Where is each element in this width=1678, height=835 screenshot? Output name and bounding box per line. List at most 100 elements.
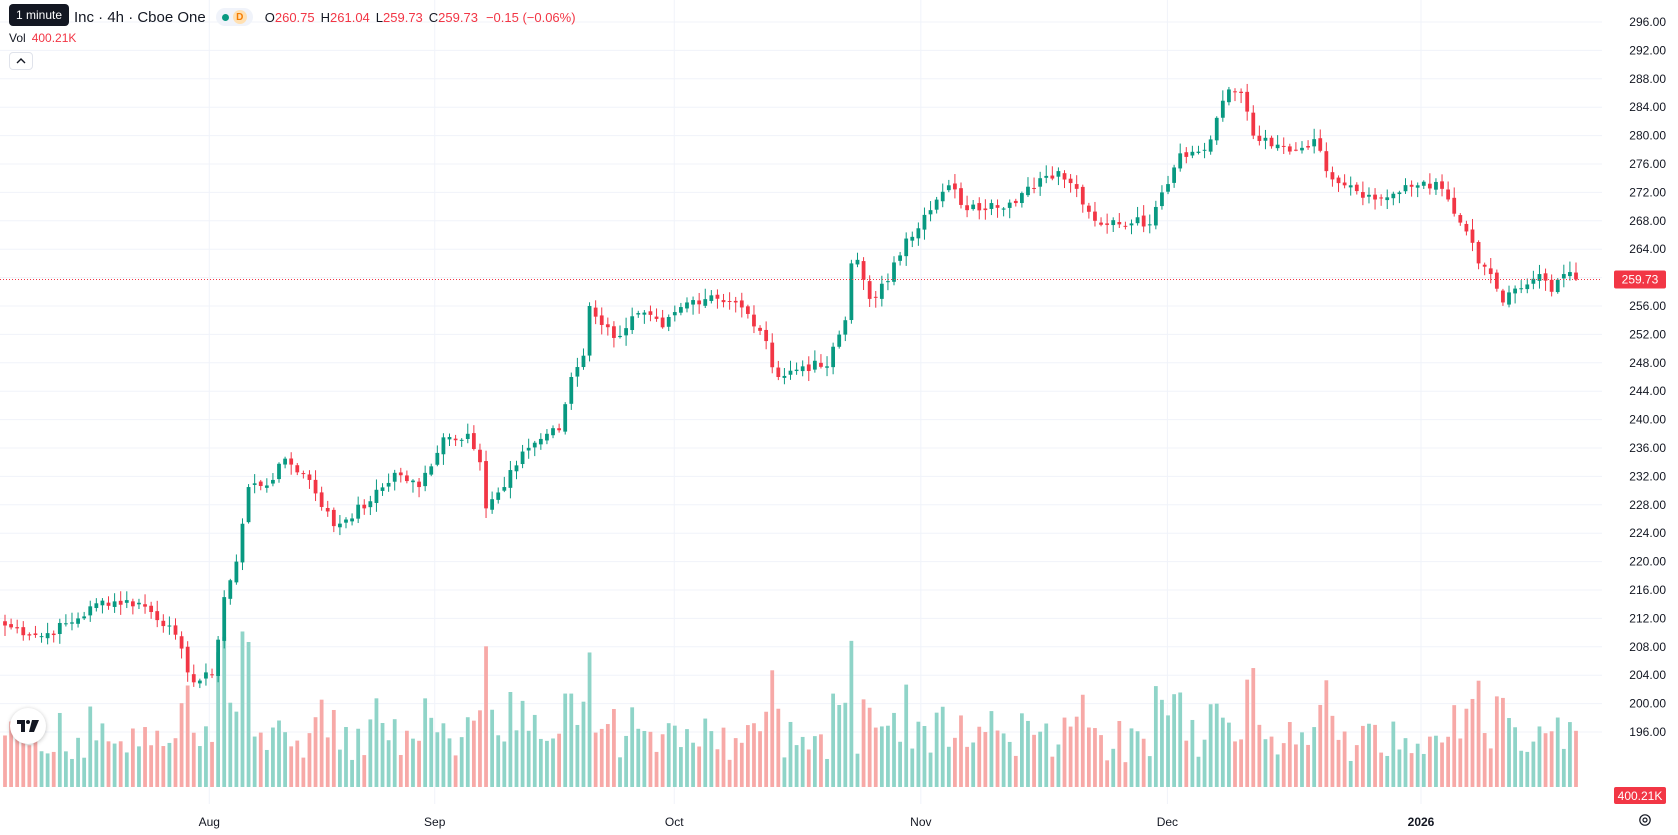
volume-bar [812, 736, 817, 787]
collapse-legend-button[interactable] [9, 52, 33, 70]
candle [1007, 199, 1012, 219]
candle-body [739, 300, 744, 308]
candle-body [1458, 215, 1463, 223]
volume-bar [94, 740, 99, 787]
candle [855, 252, 860, 268]
price-axis[interactable]: 296.00 292.00 288.00 284.00 280.00 276.00 272.… [1629, 15, 1666, 739]
candle [301, 470, 306, 479]
volume-bar [800, 736, 805, 787]
candle-body [612, 326, 616, 338]
candle-body [344, 519, 348, 523]
candle-body [709, 295, 714, 301]
price-tick-label: 276.00 [1629, 157, 1666, 171]
volume-bar [246, 641, 251, 787]
volume-bar [776, 708, 781, 787]
candle-body [234, 561, 239, 583]
tradingview-logo[interactable] [10, 708, 46, 744]
candle [922, 207, 927, 240]
candle [167, 616, 172, 635]
candle-body [1123, 225, 1128, 227]
candle-body [624, 328, 628, 336]
candle-body [520, 451, 525, 465]
candle [441, 433, 446, 465]
candle-body [788, 370, 793, 375]
candle-body [904, 238, 909, 257]
symbol-title[interactable]: Inc · 4h · Cboe One [74, 8, 206, 26]
volume-bar [386, 740, 391, 787]
candle [9, 618, 13, 630]
market-status-badge[interactable]: D [215, 8, 253, 26]
candle-body [879, 283, 884, 299]
volume-bar [465, 717, 470, 787]
candle-body [618, 335, 622, 338]
candle [1178, 143, 1183, 172]
candle-body [1574, 272, 1578, 280]
candle-body [1281, 145, 1286, 147]
volume-bar [295, 740, 300, 787]
volume-bar [57, 712, 62, 787]
volume-bar [879, 726, 884, 787]
candle-body [806, 364, 811, 372]
volume-bar [1026, 720, 1030, 787]
settings-button[interactable] [1637, 812, 1653, 828]
volume-bar [319, 699, 324, 787]
volume-bar [1373, 724, 1377, 787]
candle [325, 500, 330, 517]
candle [1123, 221, 1128, 230]
volume-bar [1153, 686, 1158, 787]
last-volume-text: 400.21K [1618, 789, 1663, 803]
candle-body [989, 203, 994, 209]
volume-bar [1409, 753, 1414, 787]
candle [752, 305, 756, 334]
candle [953, 174, 957, 199]
candle [636, 310, 641, 318]
volume-bar [837, 704, 842, 787]
candle [1038, 171, 1043, 196]
candle-body [374, 489, 379, 504]
time-axis[interactable]: Aug Sep Oct Nov Dec 2026 [199, 815, 1435, 829]
candle-body [1312, 139, 1317, 147]
candle-body [1391, 193, 1396, 199]
candle-body [1074, 184, 1079, 189]
candle-body [1038, 178, 1043, 187]
volume-bar [350, 759, 354, 787]
candle [800, 360, 805, 377]
volume-bar [898, 741, 902, 787]
candle-body [648, 311, 653, 315]
candle [1294, 142, 1298, 152]
candle [514, 460, 519, 480]
volume-bar [752, 723, 756, 787]
candle [1208, 135, 1213, 155]
volume-bar [551, 738, 555, 787]
candle-body [167, 625, 172, 627]
candle [484, 450, 488, 519]
volume-bar [88, 706, 93, 787]
volume-bar [745, 725, 750, 787]
time-tick-label: Aug [199, 815, 220, 829]
volume-bar [435, 732, 440, 787]
volume-bar [1263, 739, 1268, 787]
volume-bar [739, 742, 744, 787]
price-tick-label: 212.00 [1629, 611, 1666, 625]
volume-bar [112, 743, 117, 787]
candle [1001, 207, 1006, 217]
volume-bar [1415, 743, 1420, 787]
volume-legend[interactable]: Vol 400.21K [9, 31, 76, 45]
volume-bar [703, 718, 708, 787]
candle [143, 594, 147, 614]
volume-bar [989, 711, 994, 787]
volume-bar [210, 741, 214, 787]
volume-bar [1367, 723, 1371, 787]
candle [715, 289, 720, 309]
candle [581, 348, 586, 370]
volume-bar [124, 752, 129, 787]
volume-bar [593, 732, 598, 787]
candle [130, 598, 135, 615]
candle [1452, 187, 1457, 217]
candle [587, 302, 592, 362]
candle-body [1427, 183, 1432, 189]
candle [1239, 88, 1243, 104]
candle-body [886, 281, 890, 283]
